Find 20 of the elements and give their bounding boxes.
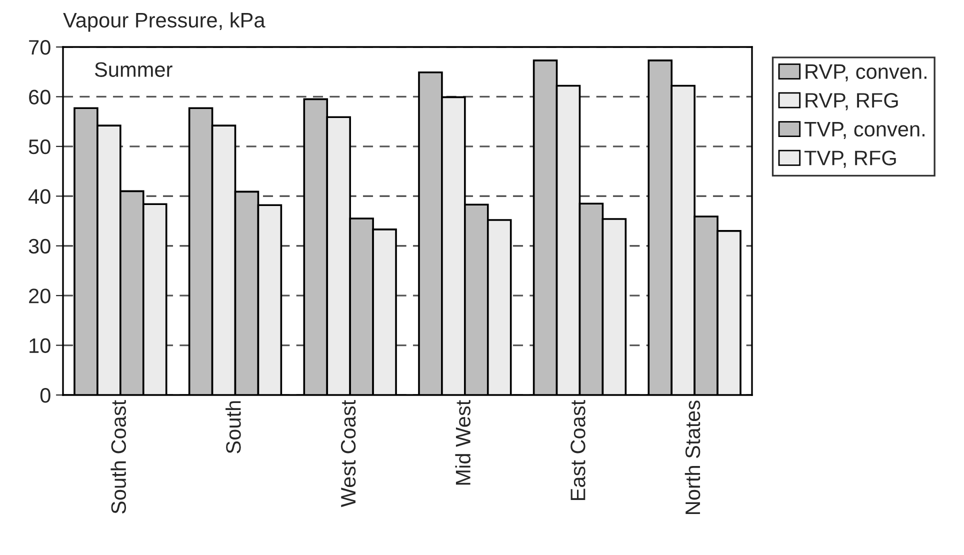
- x-tick-label: South: [226, 401, 241, 454]
- y-tick-label: 70: [29, 40, 50, 55]
- legend-label: TVP, conven.: [804, 122, 924, 140]
- legend-label: TVP, RFG: [804, 150, 896, 168]
- legend-label: RVP, conven.: [806, 64, 926, 82]
- y-tick-label: 60: [29, 90, 50, 104]
- y-tick-label: 20: [29, 288, 50, 304]
- x-tick-label: South Coast: [110, 400, 126, 514]
- x-tick-label: Mid West: [455, 400, 471, 485]
- y-tick-label: 30: [28, 238, 50, 254]
- annotation: Summer: [94, 62, 172, 77]
- y-tick-label: 10: [30, 338, 50, 354]
- legend-label: RVP, RFG: [806, 93, 898, 110]
- y-tick-label: 40: [28, 189, 50, 204]
- y-axis-title: Vapour Pressure, kPa: [63, 12, 266, 32]
- x-tick-label: North States: [684, 400, 700, 514]
- y-tick-label: 0: [40, 388, 50, 403]
- x-tick-label: West Coast: [340, 400, 356, 508]
- y-tick-label: 50: [28, 139, 50, 154]
- x-tick-label: East Coast: [570, 400, 586, 500]
